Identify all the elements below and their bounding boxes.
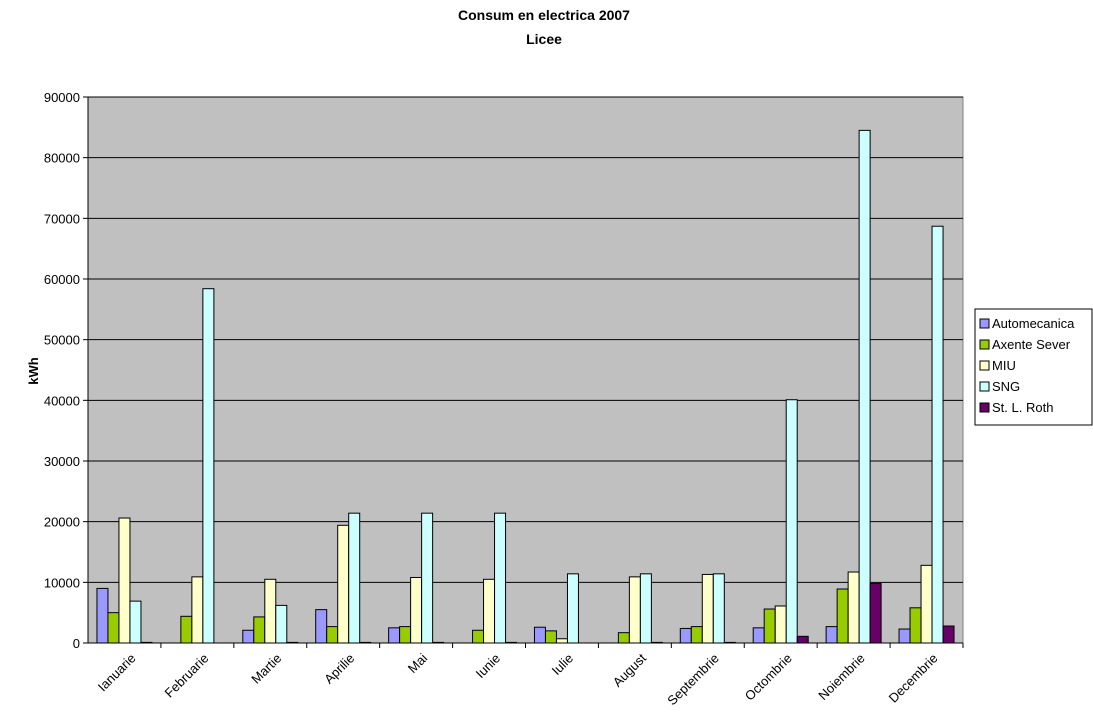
bar [898, 628, 911, 644]
bar [472, 629, 485, 644]
y-tick-label: 10000 [44, 575, 80, 590]
bar [763, 608, 776, 644]
bar [410, 576, 423, 644]
bar [701, 573, 714, 644]
bar [628, 576, 641, 644]
y-tick-label: 80000 [44, 151, 80, 166]
bar [920, 564, 933, 644]
bar [796, 635, 809, 644]
bar [264, 578, 277, 644]
y-tick-label: 60000 [44, 272, 80, 287]
x-tick-label: Octombrie [742, 651, 795, 704]
legend-label: St. L. Roth [992, 400, 1053, 415]
legend-label: Axente Sever [992, 337, 1071, 352]
x-tick-label: August [610, 650, 649, 689]
bar [942, 625, 955, 644]
bar [253, 616, 266, 644]
bar [690, 626, 703, 644]
bar [679, 627, 692, 644]
bar [617, 632, 630, 644]
x-tick-label: Iunie [473, 651, 504, 682]
x-tick-label: Noiembrie [815, 651, 868, 704]
y-tick-label: 50000 [44, 333, 80, 348]
legend-label: SNG [992, 379, 1020, 394]
legend-label: MIU [992, 358, 1016, 373]
y-tick-label: 30000 [44, 454, 80, 469]
bar [869, 583, 882, 644]
bar [505, 641, 518, 644]
bar [275, 604, 288, 644]
bar [129, 600, 142, 644]
plot-area [87, 96, 964, 644]
bar [326, 626, 339, 644]
bar [399, 626, 412, 644]
bar [337, 524, 350, 644]
bar [555, 638, 568, 644]
bar [858, 129, 871, 644]
bar [566, 573, 579, 644]
legend-box [974, 308, 1093, 426]
x-tick-label: Martie [248, 651, 284, 687]
x-tick-label: Februarie [162, 651, 212, 701]
bar [825, 626, 838, 644]
bar [483, 578, 496, 644]
bar [774, 605, 787, 644]
y-tick-label: 0 [73, 636, 80, 651]
bar [96, 587, 109, 644]
legend-swatch [979, 339, 990, 350]
bar [836, 588, 849, 644]
legend-swatch [979, 360, 990, 371]
y-tick-label: 20000 [44, 515, 80, 530]
bar [432, 641, 445, 644]
y-axis-label: kWh [26, 357, 41, 385]
bar [118, 517, 131, 644]
x-tick-label: Septembrie [664, 651, 722, 709]
x-tick-label: Decembrie [886, 651, 941, 706]
bar [494, 512, 507, 644]
y-tick-label: 40000 [44, 393, 80, 408]
legend-swatch [979, 381, 990, 392]
bar [639, 573, 652, 644]
legend-swatch [979, 402, 990, 413]
chart-subtitle: Licee [526, 31, 562, 47]
bar [388, 627, 401, 644]
bar [847, 571, 860, 644]
legend-swatch [979, 318, 990, 329]
bar [544, 630, 557, 644]
y-tick-label: 70000 [44, 211, 80, 226]
bar [723, 641, 736, 644]
bar [712, 573, 725, 644]
bar [242, 629, 255, 644]
bar [140, 641, 153, 644]
bar [931, 225, 944, 644]
y-tick-label: 90000 [44, 90, 80, 105]
x-tick-label: Ianuarie [95, 651, 139, 695]
x-tick-label: Mai [405, 650, 430, 675]
bar [348, 512, 361, 644]
bar [650, 641, 663, 644]
legend-label: Automecanica [992, 316, 1075, 331]
bar [752, 627, 765, 644]
bar [202, 288, 215, 644]
bar [909, 607, 922, 644]
bar [315, 609, 328, 644]
chart-title: Consum en electrica 2007 [458, 7, 630, 23]
x-tick-label: Iulie [549, 651, 576, 678]
bar [359, 641, 372, 644]
bar [286, 641, 299, 644]
bar [533, 626, 546, 644]
bar [107, 612, 120, 644]
bar [785, 399, 798, 644]
bar [421, 512, 434, 644]
x-tick-label: Aprilie [321, 651, 357, 687]
bar [191, 576, 204, 644]
bar [180, 615, 193, 644]
